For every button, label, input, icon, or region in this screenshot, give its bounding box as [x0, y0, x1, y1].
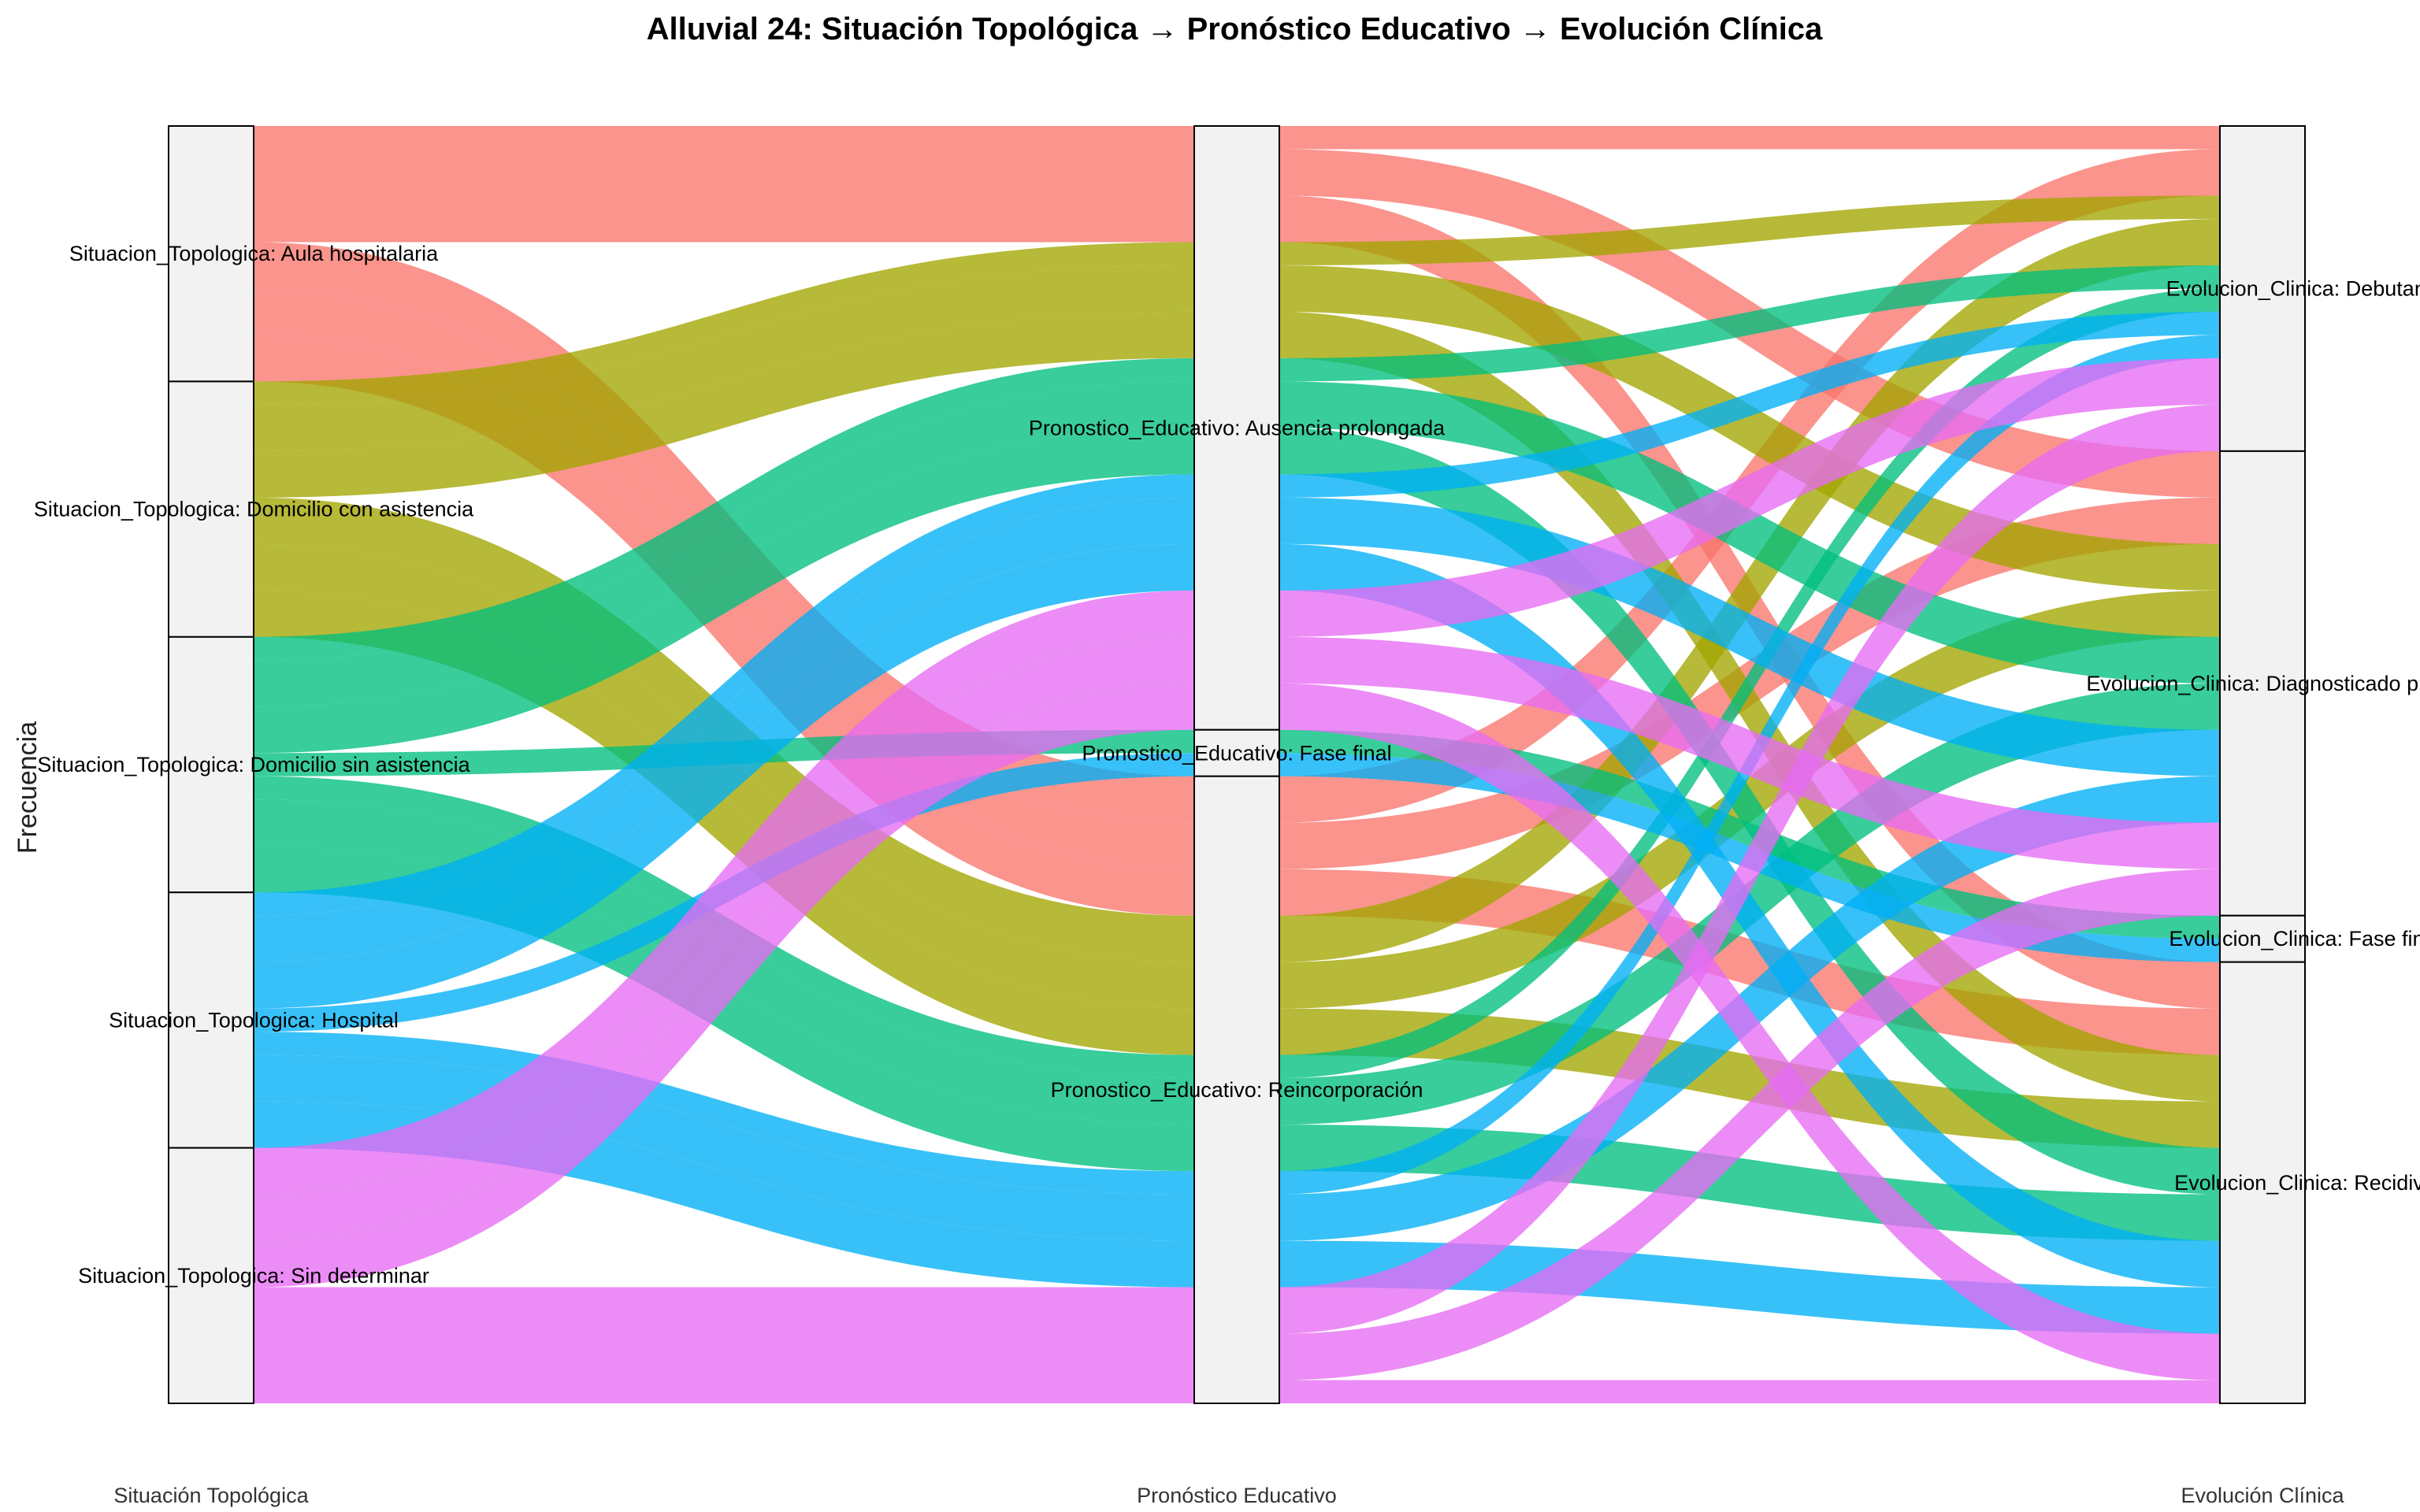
stratum-labels-group: Situacion_Topologica: Aula hospitalaria S…	[34, 242, 2420, 1288]
flow-27-segment-0	[254, 636, 1194, 1241]
flow-30-segment-0	[254, 1333, 1194, 1380]
flow-31-segment-0	[254, 1380, 1194, 1403]
flow-16-segment-1	[1279, 288, 2220, 1079]
stratum-label-axis0-3: Situacion_Topologica: Hospital	[109, 1008, 399, 1032]
chart-title: Alluvial 24: Situación Topológica → Pron…	[647, 12, 1824, 46]
flow-19-segment-0	[254, 474, 1194, 916]
flow-8-segment-1	[1279, 311, 2220, 1102]
flow-30-segment-1	[1279, 869, 2220, 1380]
flow-26-segment-0	[254, 590, 1194, 1195]
flow-6-segment-1	[1279, 195, 2220, 265]
stratum-label-axis2-0: Evolucion_Clinica: Debutante	[2166, 276, 2420, 300]
stratum-box-axis0-4	[168, 1147, 254, 1404]
flow-21-segment-1	[1279, 543, 2220, 1288]
stratum-box-axis2-0	[2219, 125, 2306, 452]
flow-15-segment-1	[1279, 729, 2220, 939]
flow-21-segment-0	[254, 543, 1194, 1009]
stratum-label-axis2-2: Evolucion_Clinica: Fase final	[2169, 927, 2420, 951]
stratum-label-axis0-2: Situacion_Topologica: Domicilio sin asis…	[37, 753, 470, 776]
stratum-label-axis2-3: Evolucion_Clinica: Recidiva	[2174, 1171, 2420, 1195]
y-axis-label: Frecuencia	[13, 721, 43, 854]
stratum-label-axis1-2: Pronostico_Educativo: Reincorporación	[1051, 1078, 1423, 1102]
flow-2-segment-0	[254, 195, 1194, 243]
flow-12-segment-1	[1279, 265, 2220, 382]
stratum-box-axis2-3	[2219, 961, 2306, 1404]
flow-27-segment-1	[1279, 636, 2220, 869]
stratum-box-axis2-1	[2219, 450, 2306, 917]
stratum-label-axis2-1: Evolucion_Clinica: Diagnosticado previam…	[2086, 672, 2420, 695]
flow-28-segment-0	[254, 683, 1194, 1288]
flow-12-segment-0	[254, 358, 1194, 661]
flow-14-segment-1	[1279, 428, 2220, 1195]
stratum-box-axis0-1	[168, 380, 254, 638]
stratum-label-axis1-0: Pronostico_Educativo: Ausencia prolongad…	[1029, 416, 1446, 439]
flow-19-segment-1	[1279, 311, 2220, 498]
flow-1-segment-0	[254, 149, 1194, 196]
flow-23-segment-0	[254, 1032, 1194, 1195]
stratum-label-axis0-1: Situacion_Topologica: Domicilio con asis…	[34, 498, 474, 521]
flow-13-segment-1	[1279, 381, 2220, 684]
flow-14-segment-0	[254, 428, 1194, 754]
flow-20-segment-0	[254, 497, 1194, 962]
flow-11-segment-0	[254, 590, 1194, 1055]
stratum-label-axis0-0: Situacion_Topologica: Aula hospitalaria	[69, 242, 439, 265]
flow-8-segment-0	[254, 311, 1194, 498]
flow-26-segment-1	[1279, 358, 2220, 637]
flow-18-segment-0	[254, 846, 1194, 1172]
stratum-box-axis1-1	[1193, 728, 1280, 777]
flows-group	[254, 126, 2220, 1403]
x-axis-label-situacion: Situación Topológica	[113, 1484, 309, 1507]
flow-28-segment-1	[1279, 683, 2220, 1380]
flow-9-segment-1	[1279, 218, 2220, 962]
stratum-box-axis0-2	[168, 636, 254, 894]
stratum-box-axis0-0	[168, 125, 254, 383]
stratum-box-axis1-0	[1193, 125, 1280, 731]
flow-5-segment-0	[254, 335, 1194, 916]
flow-29-segment-1	[1279, 404, 2220, 1334]
x-axis-label-pronostico: Pronóstico Educativo	[1137, 1484, 1337, 1507]
stratum-label-axis1-1: Pronostico_Educativo: Fase final	[1082, 741, 1391, 765]
flow-31-segment-1	[1279, 1380, 2220, 1403]
x-axis-label-evolucion: Evolución Clínica	[2181, 1484, 2344, 1507]
stratum-label-axis0-4: Situacion_Topologica: Sin determinar	[78, 1264, 429, 1288]
flow-0-segment-1	[1279, 126, 2220, 150]
stratum-box-axis0-3	[168, 891, 254, 1149]
flow-6-segment-0	[254, 242, 1194, 405]
flow-7-segment-1	[1279, 265, 2220, 591]
flow-7-segment-0	[254, 265, 1194, 451]
flow-29-segment-0	[254, 1287, 1194, 1334]
flow-13-segment-0	[254, 381, 1194, 707]
stratum-box-axis1-2	[1193, 775, 1280, 1404]
strata-group	[168, 125, 2306, 1404]
flow-0-segment-0	[254, 126, 1194, 150]
